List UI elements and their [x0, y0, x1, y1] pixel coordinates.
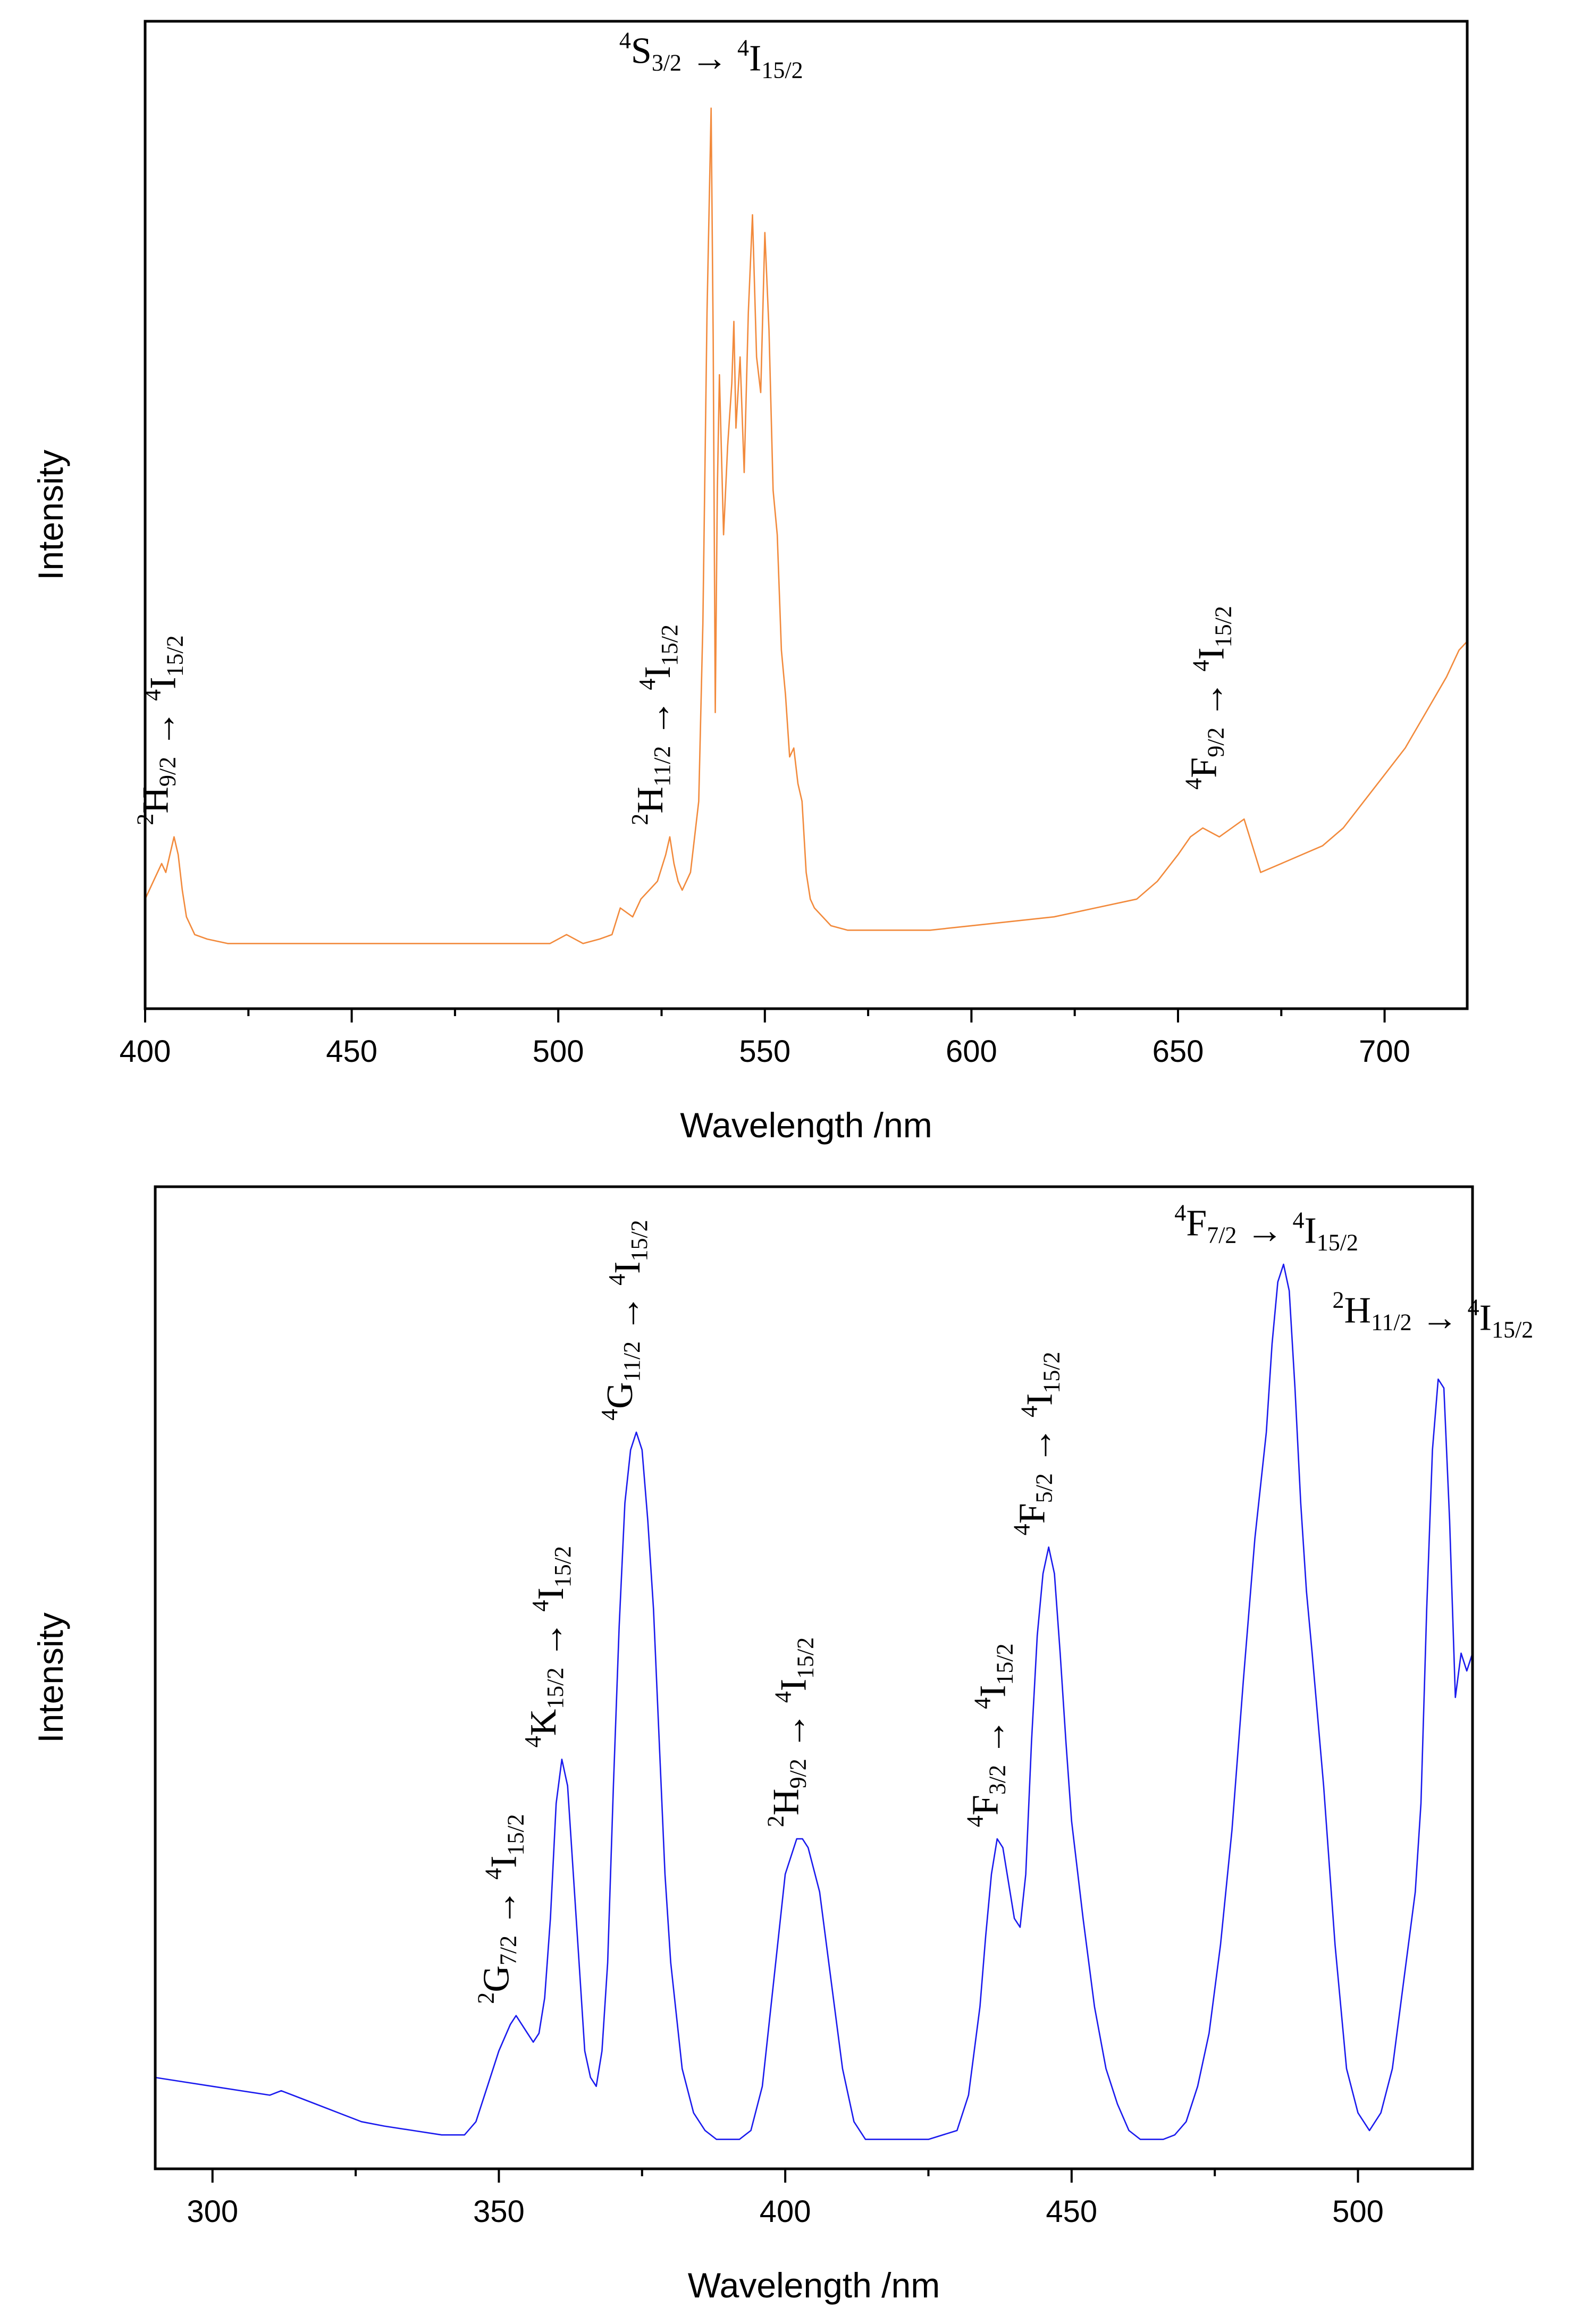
excitation-spectrum-x-tick-label-400: 400: [760, 2194, 811, 2229]
emission-spectrum-x-tick-label-500: 500: [533, 1034, 584, 1069]
emission-spectrum-panel: 400 450 500 550 600 650 700 Wavelength /nm Inten…: [31, 20, 1469, 1145]
excitation-spectrum-annotation-K15-2: 4K15/2 → 4I15/2: [520, 1546, 576, 1747]
excitation-spectrum-plot-frame: [154, 1185, 1474, 2170]
emission-spectrum-plot-frame: [144, 20, 1469, 1010]
emission-spectrum-annotation-F9-2: 4F9/2 → 4I15/2: [1180, 606, 1236, 790]
excitation-spectrum-annotation-G7-2: 2G7/2 → 4I15/2: [473, 1814, 529, 2004]
emission-spectrum-annotation-H9-2: 2H9/2 → 4I15/2: [132, 635, 188, 825]
emission-spectrum-x-tick-label-550: 550: [739, 1034, 790, 1069]
emission-spectrum-line-emission: [144, 107, 1468, 944]
excitation-spectrum-panel: 300 350 400 450 500 Wavelength /nm Intensity 2G…: [31, 1185, 1534, 2305]
emission-spectrum-x-tick-label-700: 700: [1359, 1034, 1410, 1069]
excitation-spectrum-x-tick-label-450: 450: [1046, 2194, 1097, 2229]
emission-spectrum-x-tick-label-650: 650: [1153, 1034, 1204, 1069]
emission-spectrum-annotation-S3-2: 4S3/2 → 4I15/2: [619, 28, 803, 83]
excitation-spectrum-y-axis-title: Intensity: [31, 1612, 70, 1743]
emission-spectrum-y-axis-title: Intensity: [31, 450, 70, 580]
emission-spectrum-x-tick-label-400: 400: [120, 1034, 171, 1069]
excitation-spectrum-annotation-H11-2: 2H11/2 → 4I15/2: [1333, 1287, 1534, 1343]
emission-spectrum-annotation-H11-2: 2H11/2 → 4I15/2: [627, 624, 683, 825]
excitation-spectrum-annotation-G11-2: 4G11/2 → 4I15/2: [596, 1220, 652, 1421]
excitation-spectrum-annotation-F3-2: 4F3/2 → 4I15/2: [962, 1643, 1018, 1827]
excitation-spectrum-x-axis-title: Wavelength /nm: [688, 2266, 940, 2305]
excitation-spectrum-line-excitation: [155, 1263, 1474, 2140]
excitation-spectrum-x-tick-label-300: 300: [187, 2194, 238, 2229]
excitation-spectrum-x-tick-label-350: 350: [473, 2194, 525, 2229]
excitation-spectrum-x-tick-label-500: 500: [1332, 2194, 1384, 2229]
emission-spectrum-x-tick-label-450: 450: [326, 1034, 377, 1069]
emission-spectrum-x-axis-title: Wavelength /nm: [680, 1105, 932, 1145]
emission-spectrum-x-tick-label-600: 600: [946, 1034, 997, 1069]
excitation-spectrum-annotation-F7-2: 4F7/2 → 4I15/2: [1174, 1199, 1358, 1255]
excitation-spectrum-annotation-F5-2: 4F5/2 → 4I15/2: [1009, 1351, 1065, 1535]
excitation-spectrum-annotation-H9-2: 2H9/2 → 4I15/2: [762, 1637, 818, 1827]
